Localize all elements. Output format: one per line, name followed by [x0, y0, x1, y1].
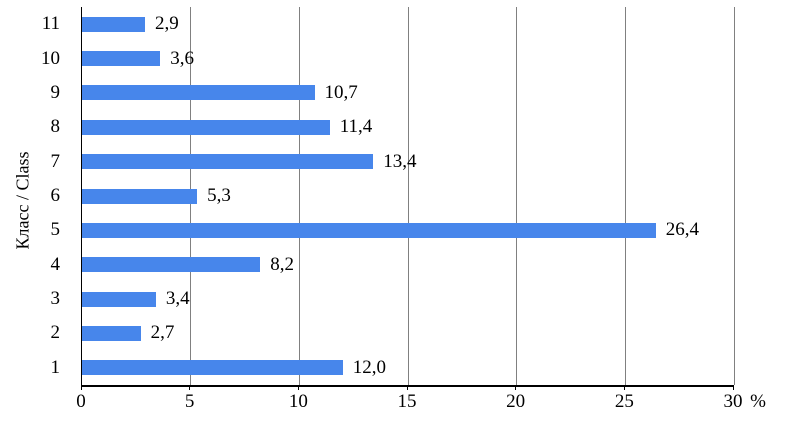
bar	[82, 188, 198, 204]
bar-value-label: 3,6	[170, 47, 194, 69]
bar-value-label: 13,4	[383, 150, 417, 172]
bar	[82, 16, 146, 32]
bar-value-label: 10,7	[324, 81, 358, 103]
bar	[82, 257, 261, 273]
category-label: 3	[50, 288, 61, 310]
bar	[82, 291, 156, 307]
x-tick-mark	[297, 385, 299, 390]
bar-value-label: 2,7	[150, 322, 175, 344]
category-label: 9	[50, 81, 61, 103]
x-tick-label: 15	[397, 391, 417, 412]
category-label: 4	[50, 253, 61, 275]
bar	[82, 360, 343, 376]
bar	[82, 325, 141, 341]
x-tick-label: 20	[506, 391, 526, 412]
bar-value-label: 8,2	[270, 253, 294, 275]
bar-value-label: 12,0	[352, 356, 387, 378]
bar	[82, 222, 656, 238]
x-tick-label: 0	[76, 391, 86, 412]
x-axis-unit-label: %	[750, 391, 766, 412]
bar-value-label: 3,4	[165, 288, 190, 310]
gridline	[516, 7, 518, 385]
category-label: 5	[50, 219, 61, 241]
category-label: 7	[50, 150, 61, 172]
bar-value-label: 2,9	[155, 13, 179, 35]
bar-value-label: 11,4	[339, 116, 373, 138]
x-tick-label: 30	[723, 391, 743, 412]
gridline	[733, 7, 735, 385]
category-label: 8	[50, 116, 61, 138]
x-tick-label: 5	[184, 391, 195, 412]
gridline	[624, 7, 626, 385]
category-label: 11	[41, 13, 60, 35]
bar-value-label: 26,4	[665, 219, 699, 241]
category-label: 6	[50, 184, 61, 206]
category-axis-labels: 11 10 9 8 7 6 5 4 3 2 1	[0, 7, 60, 385]
bar	[82, 85, 315, 101]
bar	[82, 119, 330, 135]
plot-area: 2,9 3,6 10,7 11,4 13,4 5,3 26,4 8,2 3,4 2,7 12,0	[81, 7, 735, 387]
x-tick-mark	[515, 385, 517, 390]
bar	[82, 51, 161, 67]
x-tick-mark	[732, 385, 734, 390]
x-tick-mark	[406, 385, 408, 390]
category-label: 1	[50, 356, 61, 378]
gridline	[298, 7, 300, 385]
bar-value-label: 5,3	[207, 185, 231, 206]
x-tick-label: 25	[614, 391, 634, 412]
x-tick-mark	[80, 385, 82, 390]
bar	[82, 154, 374, 170]
x-tick-label: 10	[288, 391, 308, 412]
gridline	[407, 7, 409, 385]
category-label: 2	[50, 322, 61, 344]
x-tick-mark	[189, 385, 191, 390]
category-label: 10	[41, 47, 60, 69]
x-tick-mark	[623, 385, 625, 390]
